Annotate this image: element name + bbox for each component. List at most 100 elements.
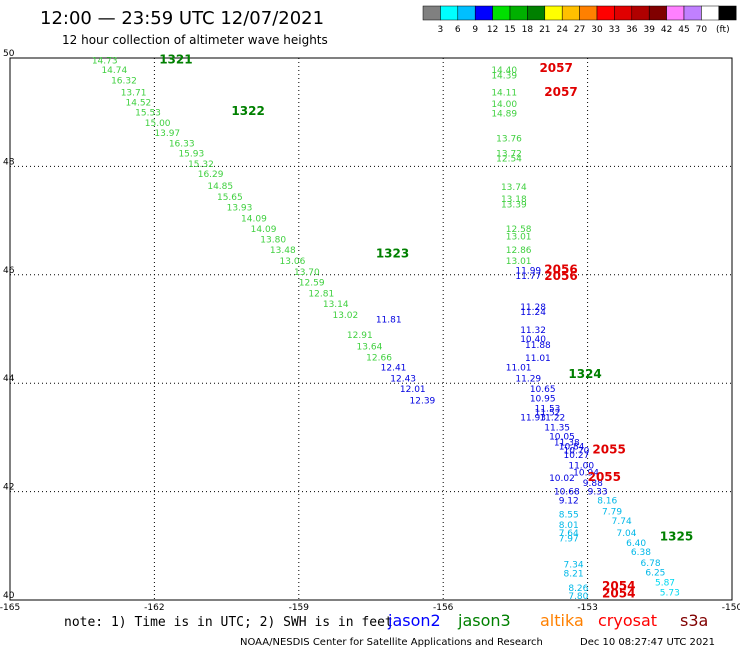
y-tick-label: 50 bbox=[3, 49, 15, 59]
jason2-point-label: 11.24 bbox=[520, 308, 546, 318]
scale-label: 45 bbox=[678, 25, 689, 35]
s3a-point-label: 7.34 bbox=[564, 560, 584, 570]
scale-swatch bbox=[596, 5, 615, 21]
scale-label: 33 bbox=[609, 25, 620, 35]
pass-number-label: 2054 bbox=[602, 579, 635, 593]
color-scale-legend: 3 6 9 12 15 18 21 24 27 30 33 36 39 42 45 70 (ft) bbox=[422, 5, 737, 35]
scale-label: 9 bbox=[472, 25, 478, 35]
x-tick-label: -153 bbox=[577, 603, 597, 613]
scale-label: 30 bbox=[591, 25, 603, 35]
y-tick-label: 44 bbox=[3, 374, 15, 384]
scale-label: 15 bbox=[504, 25, 515, 35]
jason3-point-label: 13.80 bbox=[260, 235, 286, 245]
jason2-point-label: 11.01 bbox=[506, 364, 532, 374]
s3a-point-label: 8.55 bbox=[559, 511, 579, 521]
jason2-point-label: 10.02 bbox=[549, 474, 575, 484]
scale-label: 18 bbox=[522, 25, 534, 35]
jason2-point-label: 10.70 bbox=[564, 447, 590, 457]
scale-swatch bbox=[474, 5, 493, 21]
footer-credit: NOAA/NESDIS Center for Satellite Applica… bbox=[240, 637, 543, 648]
jason3-point-label: 13.70 bbox=[294, 268, 320, 278]
scale-swatch bbox=[440, 5, 459, 21]
jason3-point-label: 15.53 bbox=[135, 108, 161, 118]
pass-number-label: 1324 bbox=[568, 367, 601, 381]
pass-number-label: 1323 bbox=[376, 246, 409, 260]
jason3-point-label: 14.74 bbox=[101, 66, 127, 76]
jason3-point-label: 12.86 bbox=[506, 246, 532, 256]
scale-swatch bbox=[457, 5, 476, 21]
s3a-point-label: 6.38 bbox=[631, 548, 651, 558]
jason3-point-label: 12.01 bbox=[400, 385, 426, 395]
s3a-point-label: 8.16 bbox=[597, 497, 617, 507]
pass-number-label: 2055 bbox=[592, 443, 625, 457]
jason3-point-label: 13.18 bbox=[501, 195, 527, 205]
footer-timestamp: Dec 10 08:27:47 UTC 2021 bbox=[580, 637, 715, 648]
s3a-point-label: 8.26 bbox=[568, 584, 588, 594]
jason3-point-label: 15.93 bbox=[178, 150, 204, 160]
x-tick-label: -150 bbox=[722, 603, 740, 613]
plot-area bbox=[9, 57, 733, 601]
jason2-point-label: 10.05 bbox=[549, 433, 575, 443]
jason3-point-label: 13.39 bbox=[501, 201, 527, 211]
jason2-point-label: 11.28 bbox=[520, 303, 546, 313]
scale-label: 27 bbox=[574, 25, 585, 35]
chart-title: 12:00 — 23:59 UTC 12/07/2021 bbox=[40, 8, 324, 29]
grid-lines bbox=[10, 58, 732, 600]
jason3-point-label: 12.81 bbox=[308, 289, 334, 299]
jason3-point-label: 14.89 bbox=[491, 110, 517, 120]
jason3-point-label: 14.52 bbox=[126, 99, 152, 109]
jason3-point-label: 15.32 bbox=[188, 160, 214, 170]
pass-number-label: 2056 bbox=[544, 269, 577, 283]
scale-swatch bbox=[509, 5, 528, 21]
scale-swatch bbox=[614, 5, 633, 21]
jason2-point-label: 11.81 bbox=[376, 315, 402, 325]
jason3-point-label: 12.66 bbox=[366, 353, 392, 363]
jason3-point-label: 12.58 bbox=[506, 225, 532, 235]
jason2-point-label: 10.65 bbox=[530, 385, 556, 395]
legend-jason3: jason3 bbox=[457, 611, 511, 630]
jason3-point-label: 14.40 bbox=[491, 66, 517, 76]
jason2-point-label: 10.27 bbox=[564, 451, 590, 461]
s3a-point-label: 7.74 bbox=[612, 517, 632, 527]
s3a-point-label: 6.78 bbox=[641, 559, 661, 569]
scale-swatch bbox=[648, 5, 667, 21]
jason3-point-label: 13.76 bbox=[496, 134, 522, 144]
jason3-point-label: 14.73 bbox=[92, 56, 118, 66]
pass-number-label: 2054 bbox=[602, 586, 635, 600]
jason3-point-label: 16.33 bbox=[169, 139, 195, 149]
s3a-point-label: 5.73 bbox=[660, 589, 680, 599]
jason2-point-label: 11.52 bbox=[535, 409, 561, 419]
scale-label: (ft) bbox=[716, 25, 730, 35]
scale-swatch bbox=[492, 5, 511, 21]
scale-label: 42 bbox=[661, 25, 672, 35]
jason3-point-label: 12.91 bbox=[347, 331, 373, 341]
jason2-point-label: 11.88 bbox=[525, 341, 551, 351]
jason3-point-label: 12.59 bbox=[299, 279, 325, 289]
jason3-point-label: 16.32 bbox=[111, 76, 137, 86]
jason3-point-label: 13.74 bbox=[501, 183, 527, 193]
jason2-point-label: 10.68 bbox=[554, 487, 580, 497]
jason2-point-label: 11.35 bbox=[544, 423, 570, 433]
scale-swatch bbox=[422, 5, 441, 21]
y-tick-label: 48 bbox=[3, 157, 15, 167]
jason2-point-label: 10.40 bbox=[520, 335, 546, 345]
scale-swatch bbox=[683, 5, 702, 21]
jason3-point-label: 14.39 bbox=[491, 72, 517, 82]
jason3-point-label: 15.65 bbox=[217, 193, 243, 203]
jason3-point-label: 12.41 bbox=[381, 364, 407, 374]
s3a-point-label: 5.87 bbox=[655, 578, 675, 588]
legend-altika: altika bbox=[540, 611, 584, 630]
scale-label: 21 bbox=[539, 25, 550, 35]
jason3-point-label: 16.29 bbox=[198, 170, 224, 180]
jason3-point-label: 12.54 bbox=[496, 155, 522, 165]
pass-number-label: 2057 bbox=[544, 85, 577, 99]
s3a-point-label: 7.79 bbox=[602, 507, 622, 517]
jason3-point-label: 12.39 bbox=[410, 396, 436, 406]
pass-number-label: 1322 bbox=[231, 104, 264, 118]
jason3-point-label: 15.00 bbox=[145, 119, 171, 129]
scale-label: 6 bbox=[455, 25, 461, 35]
jason3-point-label: 14.09 bbox=[241, 215, 267, 225]
